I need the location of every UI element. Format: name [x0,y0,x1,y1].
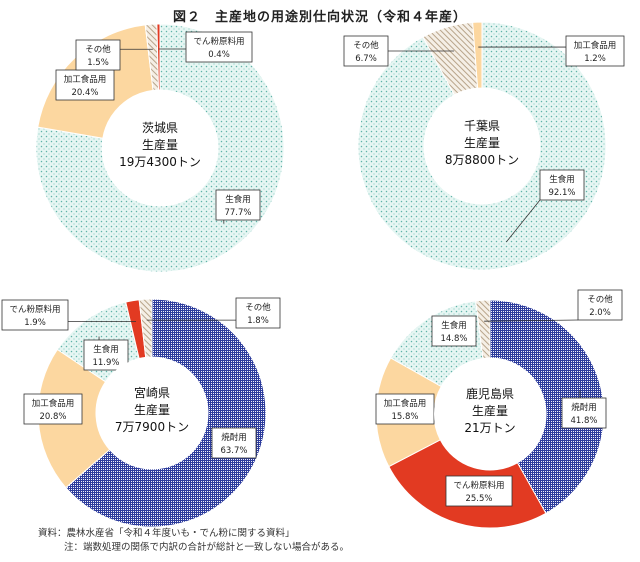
slice-value-label: 25.5% [465,494,492,504]
center-label-1: 茨城県 [142,121,178,135]
slice-label: その他 [85,44,111,55]
leader-line [506,199,541,243]
center-label-2: 生産量 [464,135,500,150]
slice-value-label: 41.8% [570,416,597,426]
slice-value-label: 1.8% [247,316,269,326]
slice-label: 生食用 [441,320,467,331]
leader-line [484,319,579,322]
slice-value-label: 20.8% [39,412,66,422]
slice-label: 加工食品用 [32,398,75,409]
slice-value-label: 1.9% [24,318,46,328]
slice-value-label: 14.8% [440,334,467,344]
label-box [577,289,623,321]
center-label-3: 7万7900トン [115,420,189,434]
donut-chart-1: 生食用 77.7% 加工食品用 20.4% その他 1.5% でん粉原料用 0.4% 茨城県生産… [35,23,285,273]
label-box [445,475,513,507]
center-label-2: 生産量 [142,137,178,152]
notes: 資料：農林水産省「令和４年度いも・でん粉に関する資料」 注：端数処理の関係で内訳… [38,527,349,555]
center-label-3: 21万トン [464,421,515,435]
donut-chart-3: 焼酎用 63.7% 加工食品用 20.8% 生食用 11.9% でん粉原料用 1.9% その他 1… [1,297,281,528]
center-label-1: 千葉県 [464,119,500,133]
slice-label: 加工食品用 [384,398,427,409]
slice-label: 焼酎用 [221,432,247,443]
center-label-1: 宮崎県 [134,385,170,400]
label-box [83,339,129,371]
slice-label: その他 [245,302,271,313]
donut-hole [102,90,218,206]
center-label-3: 19万4300トン [119,155,201,169]
label-box [55,69,115,101]
slice-label: その他 [587,294,613,305]
slice-label: その他 [353,40,379,51]
donut-hole [424,88,540,204]
slice-value-label: 1.2% [584,54,606,64]
label-box [215,189,261,221]
slice-label: 生食用 [93,344,119,355]
slice-label: でん粉原料用 [9,304,60,315]
slice-label: 加工食品用 [64,74,107,85]
slice-value-label: 6.7% [355,54,377,64]
slice-label: 焼酎用 [571,402,597,413]
slice-label: でん粉原料用 [453,480,504,491]
label-box [235,297,281,329]
slice-value-label: 11.9% [92,358,119,368]
slice-label: 加工食品用 [574,40,617,51]
label-box [431,315,477,347]
label-box [23,393,83,425]
donut-chart-4: 焼酎用 41.8% でん粉原料用 25.5% 加工食品用 15.8% 生食用 14.8% その他… [375,289,623,529]
source-note: 資料：農林水産省「令和４年度いも・でん粉に関する資料」 [38,528,295,539]
slice-value-label: 63.7% [220,446,247,456]
slice-label: 生食用 [549,174,575,185]
slice-value-label: 15.8% [391,412,418,422]
label-box [343,35,389,67]
slice-value-label: 2.0% [589,308,611,318]
slice-value-label: 92.1% [548,188,575,198]
slice-value-label: 1.5% [87,58,109,68]
footnote: 注：端数処理の関係で内訳の合計が総計と一致しない場合がある。 [64,542,350,553]
label-box [565,35,625,67]
label-box [211,427,257,459]
label-box [185,31,253,63]
label-box [375,393,435,425]
slice-value-label: 0.4% [208,50,230,60]
center-label-1: 鹿児島県 [466,386,514,401]
label-box [1,299,69,331]
label-box [75,39,121,71]
slice-value-label: 77.7% [224,208,251,218]
label-box [561,397,607,429]
donut-hole [434,358,546,470]
center-label-3: 8万8800トン [445,153,519,167]
slice-value-label: 20.4% [71,88,98,98]
center-label-2: 生産量 [472,403,508,418]
label-box [539,169,585,201]
figure-title: 図２ 主産地の用途別仕向状況（令和４年産） [172,10,467,25]
center-label-2: 生産量 [134,402,170,417]
donut-hole [96,357,208,469]
slice-label: でん粉原料用 [193,36,244,47]
slice-label: 生食用 [225,194,251,205]
